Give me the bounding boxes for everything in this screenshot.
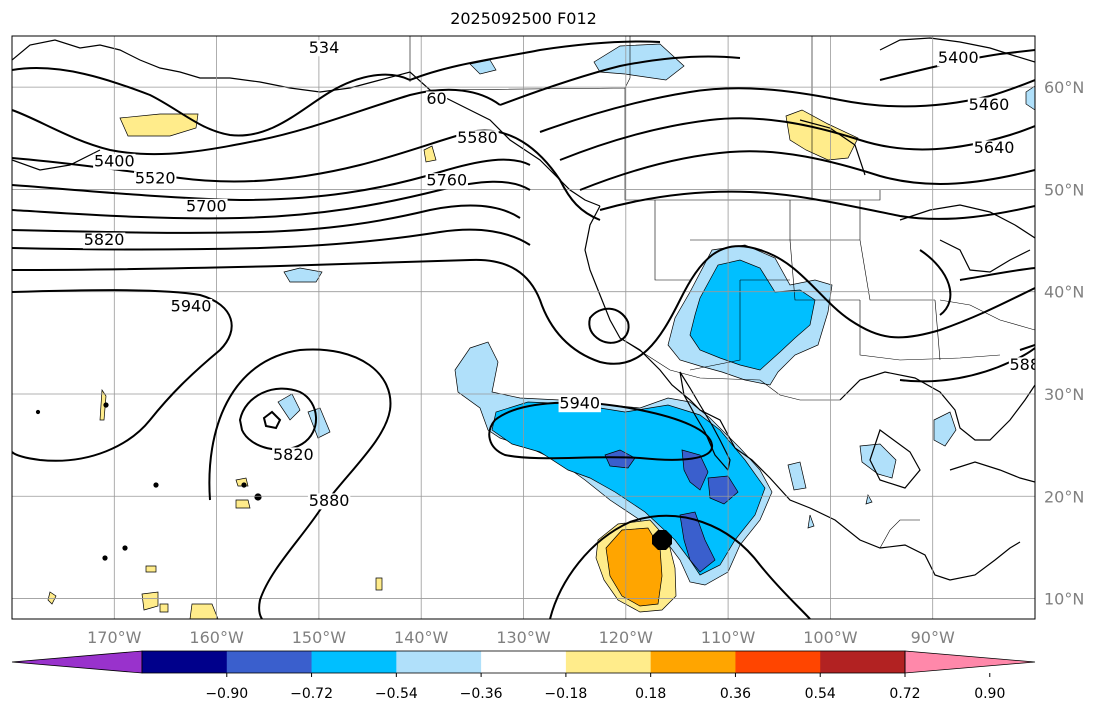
colorbar-tick-label: 0.18 xyxy=(635,686,666,702)
colorbar-segment xyxy=(481,651,567,673)
contour-label: 5460 xyxy=(969,95,1010,114)
lat-tick-label: 60°N xyxy=(1044,78,1084,97)
contour-label: 5880 xyxy=(309,491,350,510)
colorbar-segment xyxy=(735,651,821,673)
positive-anomaly-mid xyxy=(605,527,663,607)
colorbar-segment xyxy=(226,651,313,673)
lat-tick-label: 10°N xyxy=(1044,590,1084,609)
colorbar-segment xyxy=(820,651,906,673)
lat-tick-label: 40°N xyxy=(1044,283,1084,302)
lon-tick-label: 150°W xyxy=(292,628,347,647)
contour-labels: 5400552057005820594059405820588055805400… xyxy=(82,38,1040,510)
colorbar-tick-label: 0.36 xyxy=(720,686,751,702)
colorbar-tick-label: −0.72 xyxy=(290,686,333,702)
contour-label: 5580 xyxy=(457,128,498,147)
lon-tick-label: 120°W xyxy=(599,628,654,647)
contour-label: 5940 xyxy=(559,394,600,413)
colorbar-segment xyxy=(142,651,228,673)
lat-tick-label: 20°N xyxy=(1044,487,1084,506)
contour-label: 5760 xyxy=(426,171,467,190)
colorbar-tick-label: −0.36 xyxy=(460,686,503,702)
colorbar-segment xyxy=(311,651,397,673)
colorbar-extend-low xyxy=(11,650,143,674)
lon-tick-label: 90°W xyxy=(911,628,955,647)
contour-label: 5820 xyxy=(84,230,125,249)
longitude-labels: 170°W 160°W 150°W 140°W 130°W 120°W 110°W 100°W… xyxy=(87,628,955,647)
colorbar-tick-labels: −0.90 −0.72 −0.54 −0.36 −0.18 0.18 0.36 0.54 0.7… xyxy=(205,673,1005,702)
colorbar-tick-label: −0.90 xyxy=(205,686,248,702)
negative-anomaly-us-mid xyxy=(689,259,816,371)
colorbar-tick-label: −0.18 xyxy=(544,686,587,702)
colorbar-segment xyxy=(396,651,482,673)
contour-label: 5400 xyxy=(938,48,979,67)
map-panel[interactable]: 5400552057005820594059405820588055805400… xyxy=(12,36,1041,619)
tropical-storm-symbol xyxy=(652,530,672,550)
lat-tick-label: 30°N xyxy=(1044,385,1084,404)
lon-tick-label: 140°W xyxy=(394,628,449,647)
contour-label: 5820 xyxy=(273,445,314,464)
map-frame xyxy=(11,35,1036,620)
colorbar-segment xyxy=(650,651,736,673)
anomaly-shading xyxy=(47,43,1035,619)
political-borders xyxy=(409,36,1035,549)
contour-label: 5400 xyxy=(94,151,135,170)
latitude-labels: 60°N 50°N 40°N 30°N 20°N 10°N xyxy=(1044,78,1084,608)
contour-label: 5640 xyxy=(974,138,1015,157)
colorbar-extend-high xyxy=(904,650,1036,674)
lon-tick-label: 130°W xyxy=(496,628,551,647)
colorbar-tick-label: 0.54 xyxy=(805,686,836,702)
lon-tick-label: 110°W xyxy=(701,628,756,647)
lon-tick-label: 170°W xyxy=(87,628,142,647)
contour-label: 60 xyxy=(426,89,446,108)
page-title: 2025092500 F012 xyxy=(450,9,597,28)
lon-tick-label: 160°W xyxy=(189,628,244,647)
positive-anomaly-light xyxy=(47,109,859,619)
contour-label: 5520 xyxy=(135,169,176,188)
colorbar-tick-label: −0.54 xyxy=(375,686,418,702)
gridlines xyxy=(12,36,1035,619)
lat-tick-label: 50°N xyxy=(1044,180,1084,199)
colorbar-segment xyxy=(565,651,652,673)
lon-tick-label: 100°W xyxy=(803,628,858,647)
colorbar xyxy=(11,650,1036,674)
contour-label: 5940 xyxy=(171,297,212,316)
contour-label: 5700 xyxy=(186,196,227,215)
colorbar-tick-label: 0.90 xyxy=(974,686,1005,702)
negative-anomaly-strong xyxy=(604,449,739,573)
colorbar-tick-label: 0.72 xyxy=(889,686,920,702)
contour-label: 588 xyxy=(1009,355,1040,374)
contour-label: 534 xyxy=(309,38,340,57)
